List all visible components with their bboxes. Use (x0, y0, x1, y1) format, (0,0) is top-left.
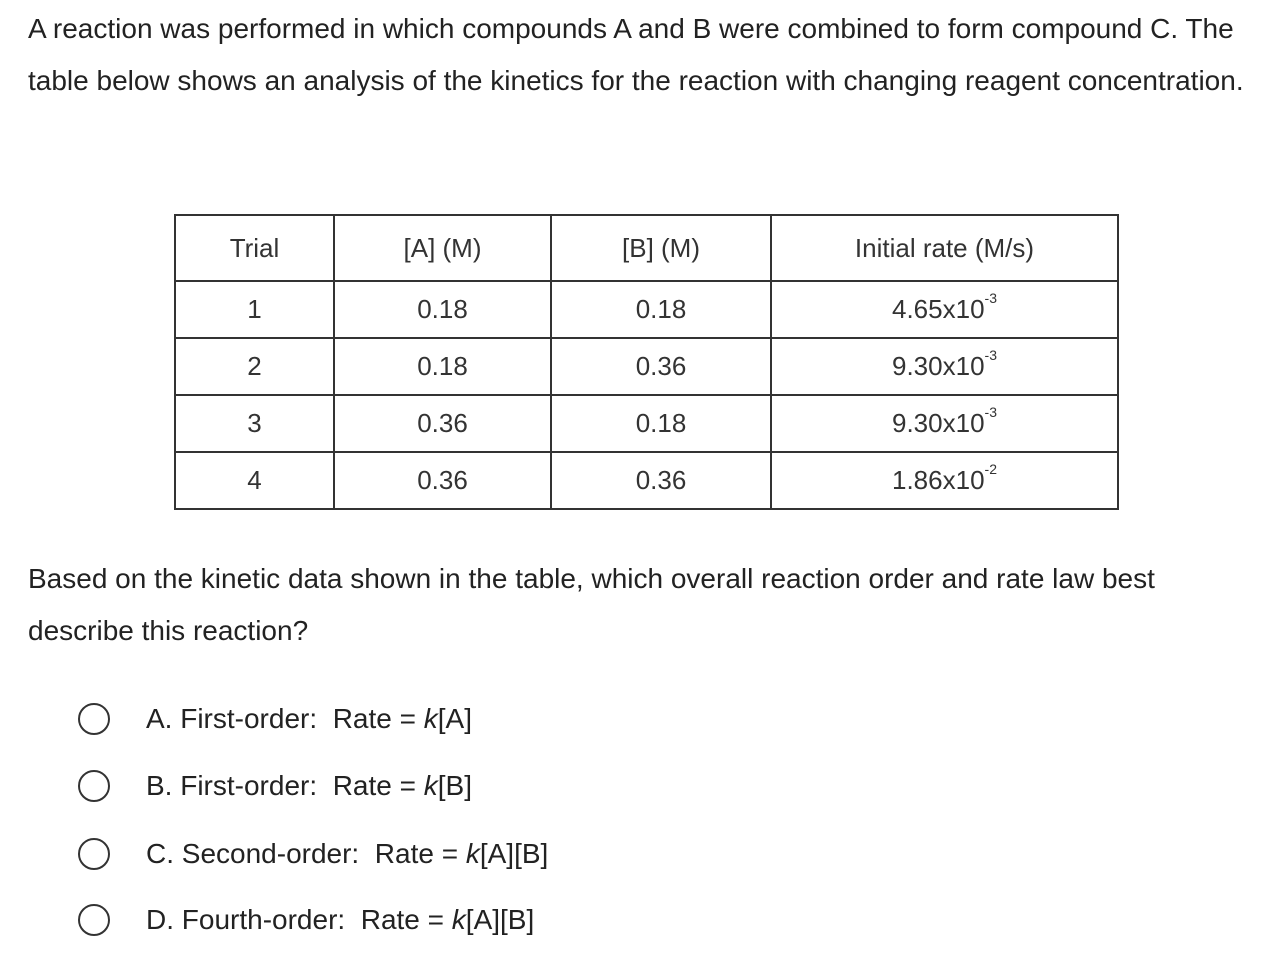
rate-base: 9.30x10 (892, 351, 985, 381)
radio-button[interactable] (78, 904, 110, 936)
cell-rate: 9.30x10-3 (770, 337, 1119, 396)
option-rate-terms: [A][B] (465, 904, 535, 935)
option-label: C. Second-order: Rate = (146, 838, 466, 869)
cell-trial: 2 (174, 337, 335, 396)
cell-trial: 3 (174, 394, 335, 453)
cell-b: 0.18 (550, 394, 772, 453)
cell-a: 0.18 (333, 337, 552, 396)
radio-button[interactable] (78, 770, 110, 802)
rate-exponent: -3 (984, 290, 997, 306)
intro-text: A reaction was performed in which compou… (28, 13, 1244, 96)
option-b[interactable]: B. First-order: Rate = k [B] (78, 770, 472, 802)
question-text: Based on the kinetic data shown in the t… (28, 563, 1155, 646)
header-rate: Initial rate (M/s) (770, 214, 1119, 282)
table-row: 4 0.36 0.36 1.86x10-2 (174, 451, 1119, 510)
option-rate-terms: [B] (437, 770, 472, 801)
rate-base: 4.65x10 (892, 294, 985, 324)
cell-a: 0.36 (333, 451, 552, 510)
cell-trial: 1 (174, 280, 335, 339)
option-d[interactable]: D. Fourth-order: Rate = k [A][B] (78, 904, 534, 936)
kinetics-table: Trial [A] (M) [B] (M) Initial rate (M/s)… (174, 214, 1119, 510)
table-row: 1 0.18 0.18 4.65x10-3 (174, 280, 1119, 339)
rate-exponent: -2 (984, 461, 997, 477)
rate-constant: k (451, 904, 466, 935)
rate-constant: k (423, 703, 438, 734)
cell-a: 0.18 (333, 280, 552, 339)
cell-b: 0.18 (550, 280, 772, 339)
option-rate-terms: [A] (437, 703, 472, 734)
rate-exponent: -3 (984, 347, 997, 363)
cell-b: 0.36 (550, 337, 772, 396)
cell-a: 0.36 (333, 394, 552, 453)
rate-constant: k (465, 838, 480, 869)
option-a[interactable]: A. First-order: Rate = k [A] (78, 703, 472, 735)
radio-button[interactable] (78, 703, 110, 735)
table-row: 2 0.18 0.36 9.30x10-3 (174, 337, 1119, 396)
rate-exponent: -3 (984, 404, 997, 420)
rate-constant: k (423, 770, 438, 801)
table-row: 3 0.36 0.18 9.30x10-3 (174, 394, 1119, 453)
option-rate-terms: [A][B] (479, 838, 549, 869)
table-header-row: Trial [A] (M) [B] (M) Initial rate (M/s) (174, 214, 1119, 282)
option-label: D. Fourth-order: Rate = (146, 904, 452, 935)
header-trial: Trial (174, 214, 335, 282)
option-label: B. First-order: Rate = (146, 770, 424, 801)
cell-rate: 9.30x10-3 (770, 394, 1119, 453)
header-a: [A] (M) (333, 214, 552, 282)
cell-b: 0.36 (550, 451, 772, 510)
cell-rate: 1.86x10-2 (770, 451, 1119, 510)
header-b: [B] (M) (550, 214, 772, 282)
radio-button[interactable] (78, 838, 110, 870)
cell-trial: 4 (174, 451, 335, 510)
rate-base: 9.30x10 (892, 408, 985, 438)
rate-base: 1.86x10 (892, 465, 985, 495)
option-c[interactable]: C. Second-order: Rate = k [A][B] (78, 838, 548, 870)
cell-rate: 4.65x10-3 (770, 280, 1119, 339)
option-label: A. First-order: Rate = (146, 703, 424, 734)
